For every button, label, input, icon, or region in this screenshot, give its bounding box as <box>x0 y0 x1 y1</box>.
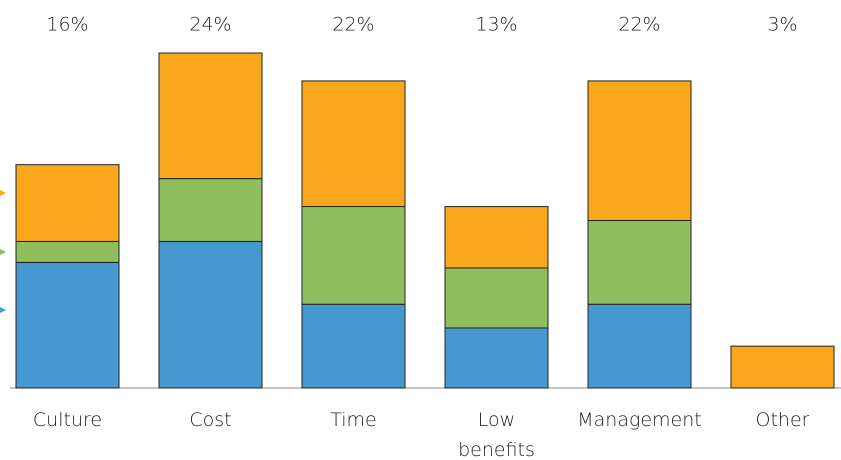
total-label: 13% <box>475 14 517 36</box>
bar-segment <box>444 267 549 329</box>
legend-arrow <box>0 190 6 196</box>
total-label: 24% <box>189 14 231 36</box>
total-label: 16% <box>46 14 88 36</box>
bar-segment <box>301 206 406 305</box>
x-tick-label: Management <box>577 409 702 431</box>
bar-segment <box>158 52 263 180</box>
bar-segment <box>301 303 406 389</box>
bar-segment <box>587 220 692 305</box>
x-tick-label: Low benefits <box>458 409 535 460</box>
total-label: 22% <box>618 14 660 36</box>
bar-segment <box>444 206 549 269</box>
bar-segment <box>15 240 120 263</box>
bar-segment <box>587 80 692 221</box>
bar-segment <box>730 345 835 389</box>
bar-segment <box>158 178 263 242</box>
total-label: 3% <box>767 14 797 36</box>
bar-segment <box>444 327 549 389</box>
bar-segment <box>158 240 263 389</box>
x-tick-label: Cost <box>189 409 231 431</box>
bar-segment <box>15 164 120 242</box>
x-tick-label: Culture <box>33 409 102 431</box>
legend-arrow <box>0 249 6 255</box>
legend-arrow <box>0 307 6 313</box>
x-tick-label: Time <box>330 409 377 431</box>
bar-segment <box>587 303 692 389</box>
bar-segment <box>15 261 120 389</box>
x-tick-label: Other <box>756 409 810 431</box>
total-label: 22% <box>332 14 374 36</box>
bar-segment <box>301 80 406 208</box>
